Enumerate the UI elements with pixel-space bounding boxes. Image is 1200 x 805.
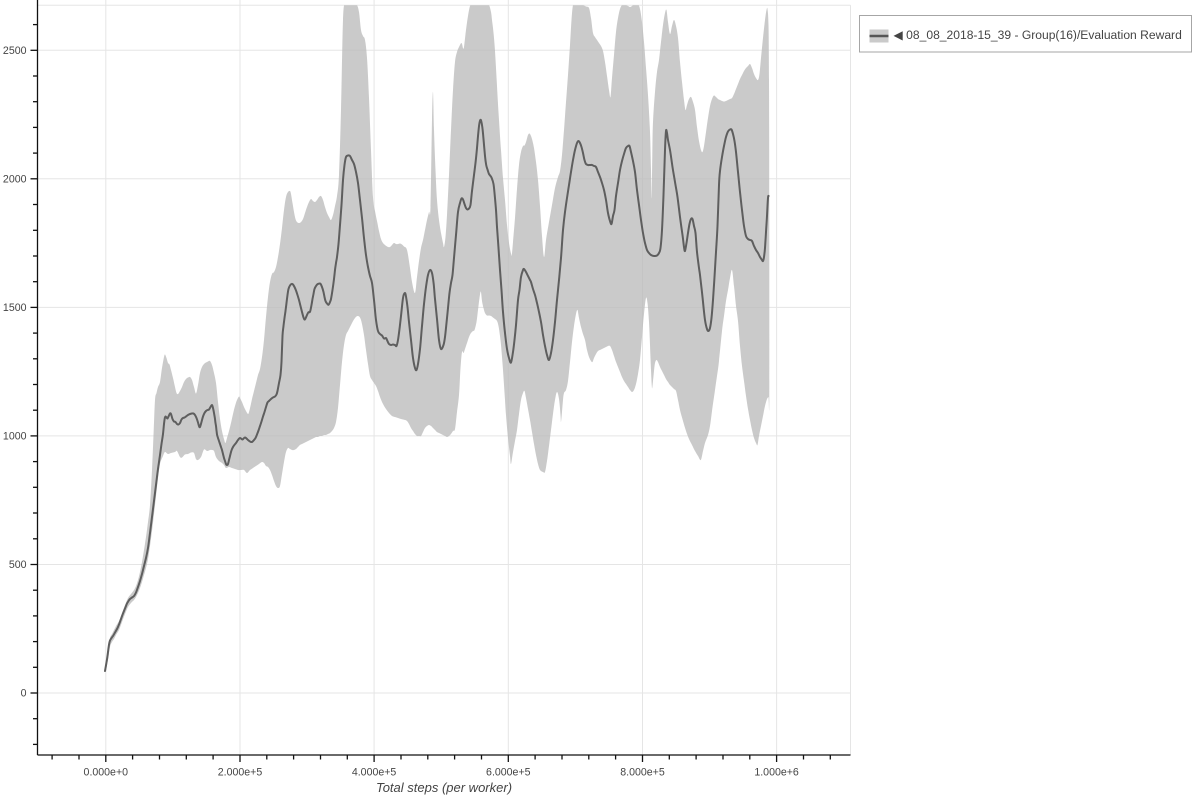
- svg-text:◀ 08_08_2018-15_39 - Group(16): ◀ 08_08_2018-15_39 - Group(16)/Evaluatio…: [894, 28, 1182, 42]
- svg-text:4.000e+5: 4.000e+5: [352, 767, 397, 779]
- svg-text:2500: 2500: [3, 45, 27, 57]
- svg-text:1500: 1500: [3, 302, 27, 314]
- svg-text:1000: 1000: [3, 430, 27, 442]
- svg-text:6.000e+5: 6.000e+5: [486, 767, 531, 779]
- svg-text:2000: 2000: [3, 173, 27, 185]
- svg-text:0.000e+0: 0.000e+0: [84, 767, 129, 779]
- svg-text:1.000e+6: 1.000e+6: [754, 767, 799, 779]
- svg-text:Total steps (per worker): Total steps (per worker): [376, 780, 512, 795]
- svg-text:8.000e+5: 8.000e+5: [620, 767, 665, 779]
- svg-text:2.000e+5: 2.000e+5: [218, 767, 263, 779]
- svg-text:500: 500: [9, 559, 27, 571]
- svg-text:0: 0: [21, 688, 27, 700]
